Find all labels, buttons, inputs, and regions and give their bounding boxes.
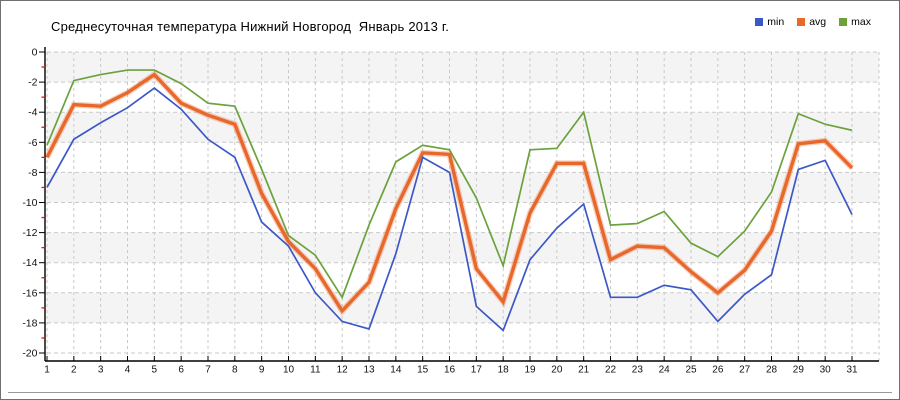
y-tick-label: -14 <box>22 257 37 269</box>
chart-title: Среднесуточная температура Нижний Новгор… <box>51 19 450 34</box>
y-axis-ticks <box>39 51 45 354</box>
y-tick-label: -4 <box>28 107 37 119</box>
plot-bands <box>47 52 879 353</box>
y-axis-labels: 0 -2 -4 -6 -8 -10 -12 -14 -16 -18 -20 <box>22 47 37 360</box>
y-tick-label: -6 <box>28 137 37 149</box>
x-tick-label: 15 <box>417 365 429 376</box>
x-tick-label: 22 <box>605 365 617 376</box>
bottom-divider <box>8 392 892 393</box>
legend-swatch-max <box>839 18 848 26</box>
y-axis-minor-ticks <box>41 66 45 339</box>
y-tick-label: -8 <box>28 167 37 179</box>
x-axis-labels: 1 2 3 4 5 6 7 8 9 10 11 12 13 14 15 16 17 18 19 20 21 22 23 24 2… <box>44 365 858 376</box>
x-tick-label: 10 <box>283 365 295 376</box>
x-tick-label: 5 <box>152 365 158 376</box>
y-tick-label: -16 <box>22 287 37 299</box>
x-tick-label: 12 <box>337 365 349 376</box>
series-max-line <box>46 69 853 300</box>
legend-swatch-avg <box>797 18 806 26</box>
legend-label-min: min <box>767 16 785 28</box>
y-tick-label: -18 <box>22 317 37 329</box>
x-tick-label: 17 <box>471 365 483 376</box>
x-tick-label: 16 <box>444 365 456 376</box>
x-tick-label: 4 <box>125 365 131 376</box>
y-tick-label: -10 <box>22 197 37 209</box>
x-tick-label: 18 <box>498 365 510 376</box>
x-tick-label: 30 <box>820 365 832 376</box>
x-tick-label: 28 <box>766 365 778 376</box>
axes <box>44 47 879 362</box>
series-avg-line <box>44 70 855 316</box>
x-tick-label: 21 <box>578 365 590 376</box>
legend-item-max: max <box>839 16 871 28</box>
series-min-line <box>46 87 853 332</box>
y-tick-label: 0 <box>32 47 38 59</box>
x-tick-label: 24 <box>659 365 671 376</box>
legend-label-max: max <box>851 16 871 28</box>
chart-legend: min avg max <box>755 16 871 28</box>
x-tick-label: 11 <box>310 365 321 376</box>
x-tick-label: 20 <box>551 365 563 376</box>
x-tick-label: 25 <box>685 365 697 376</box>
x-tick-label: 9 <box>259 365 265 376</box>
x-tick-label: 7 <box>205 365 211 376</box>
x-tick-label: 2 <box>71 365 77 376</box>
x-tick-label: 23 <box>632 365 644 376</box>
x-tick-label: 31 <box>846 365 858 376</box>
legend-item-avg: avg <box>797 16 826 28</box>
x-tick-label: 14 <box>390 365 402 376</box>
x-tick-label: 3 <box>98 365 104 376</box>
x-tick-label: 19 <box>524 365 536 376</box>
y-tick-label: -12 <box>22 227 37 239</box>
x-tick-label: 8 <box>232 365 238 376</box>
x-tick-label: 6 <box>178 365 184 376</box>
x-tick-label: 13 <box>363 365 375 376</box>
y-tick-label: -2 <box>28 77 37 89</box>
y-tick-label: -20 <box>22 348 37 360</box>
horizontal-gridlines <box>47 51 879 354</box>
legend-swatch-min <box>755 18 764 26</box>
x-tick-label: 29 <box>793 365 805 376</box>
x-tick-label: 27 <box>739 365 751 376</box>
x-tick-label: 1 <box>44 365 50 376</box>
x-tick-label: 26 <box>712 365 724 376</box>
legend-item-min: min <box>755 16 784 28</box>
legend-label-avg: avg <box>809 16 827 28</box>
x-axis-ticks <box>46 356 853 361</box>
